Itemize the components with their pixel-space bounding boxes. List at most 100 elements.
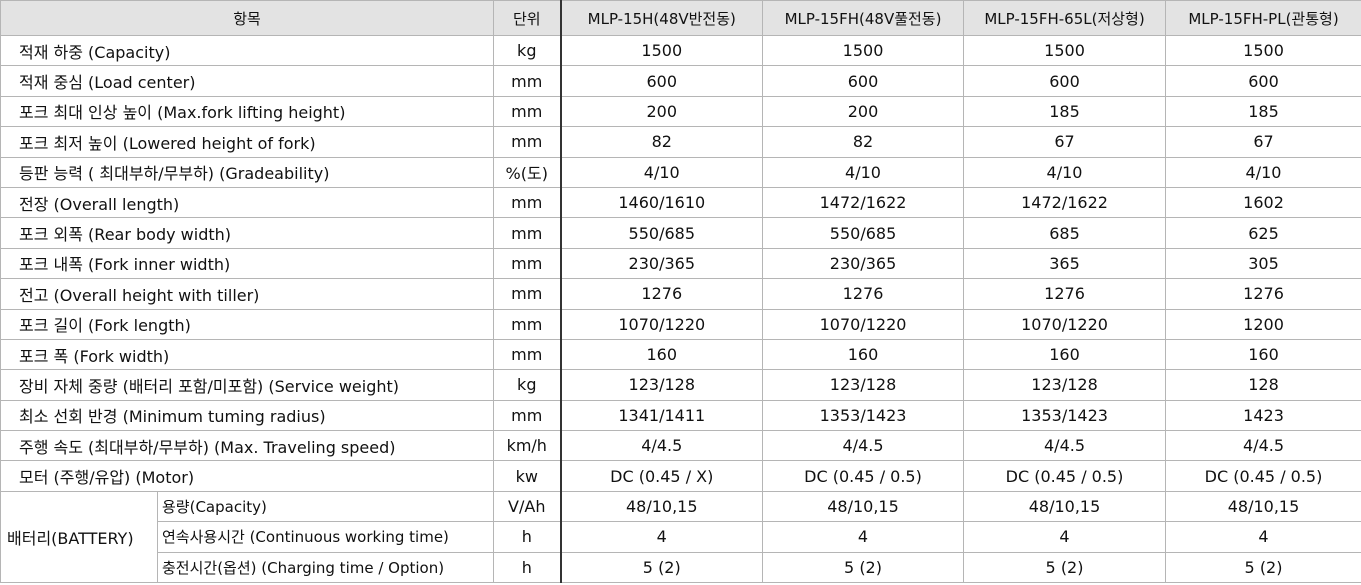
- item-cell: 포크 최대 인상 높이 (Max.fork lifting height): [0, 95, 495, 128]
- unit-cell: kw: [493, 460, 562, 492]
- value-cell: DC (0.45 / 0.5): [1165, 460, 1361, 492]
- spec-row: 포크 길이 (Fork length) mm 1070/1220 1070/1220 1…: [0, 308, 1361, 340]
- battery-row: 연속사용시간 (Continuous working time) h 4 4 4 4: [1, 521, 1361, 553]
- item-cell: 포크 폭 (Fork width): [0, 338, 495, 371]
- spec-row: 적재 하중 (Capacity) kg 1500 1500 1500 1500: [0, 34, 1361, 67]
- value-cell: 82: [762, 126, 965, 158]
- value-cell: 200: [762, 95, 965, 128]
- value-cell: 48/10,15: [963, 490, 1167, 523]
- header-cell: MLP-15FH(48V풀전동): [762, 0, 965, 36]
- value-cell: 5 (2): [963, 551, 1167, 584]
- value-cell: 1500: [762, 34, 965, 67]
- unit-cell: %(도): [493, 156, 562, 188]
- value-cell: 1276: [762, 278, 965, 310]
- value-cell: 1070/1220: [762, 308, 965, 340]
- value-cell: 600: [963, 65, 1167, 97]
- item-cell: 전장 (Overall length): [0, 186, 495, 219]
- value-cell: 82: [560, 126, 764, 158]
- value-cell: DC (0.45 / 0.5): [963, 460, 1167, 492]
- group-cell: 배터리(BATTERY): [0, 490, 158, 584]
- value-cell: 185: [1165, 95, 1361, 128]
- header-row: 항목 단위 MLP-15H(48V반전동) MLP-15FH(48V풀전동) MLP-1…: [0, 0, 1361, 36]
- item-cell: 포크 외폭 (Rear body width): [0, 217, 495, 249]
- value-cell: 600: [1165, 65, 1361, 97]
- value-cell: 1472/1622: [963, 186, 1167, 219]
- value-cell: 128: [1165, 369, 1361, 401]
- value-cell: 4/4.5: [560, 430, 764, 462]
- unit-cell: h: [493, 521, 562, 553]
- value-cell: 230/365: [762, 247, 965, 280]
- item-cell: 최소 선회 반경 (Minimum tuming radius): [0, 399, 495, 432]
- header-cell: 단위: [493, 0, 562, 36]
- unit-cell: kg: [493, 34, 562, 67]
- value-cell: 550/685: [762, 217, 965, 249]
- value-cell: 48/10,15: [560, 490, 764, 523]
- unit-cell: mm: [493, 65, 562, 97]
- value-cell: 1353/1423: [762, 399, 965, 432]
- value-cell: 123/128: [560, 369, 764, 401]
- value-cell: 5 (2): [560, 551, 764, 584]
- value-cell: 1500: [560, 34, 764, 67]
- header-cell: MLP-15FH-65L(저상형): [963, 0, 1167, 36]
- spec-row: 모터 (주행/유압) (Motor) kw DC (0.45 / X) DC (0.4…: [0, 460, 1361, 492]
- value-cell: 1460/1610: [560, 186, 764, 219]
- item-cell: 포크 길이 (Fork length): [0, 308, 495, 340]
- value-cell: 48/10,15: [1165, 490, 1361, 523]
- value-cell: 4: [963, 521, 1167, 553]
- value-cell: 160: [963, 338, 1167, 371]
- value-cell: 230/365: [560, 247, 764, 280]
- unit-cell: mm: [493, 308, 562, 340]
- value-cell: 160: [560, 338, 764, 371]
- value-cell: 1276: [560, 278, 764, 310]
- value-cell: 550/685: [560, 217, 764, 249]
- table-body: 적재 하중 (Capacity) kg 1500 1500 1500 1500 적재 중심 …: [0, 34, 1361, 584]
- spec-row: 적재 중심 (Load center) mm 600 600 600 600: [0, 65, 1361, 97]
- unit-cell: V/Ah: [493, 490, 562, 523]
- value-cell: 4/4.5: [963, 430, 1167, 462]
- value-cell: 305: [1165, 247, 1361, 280]
- header-cell: MLP-15H(48V반전동): [560, 0, 764, 36]
- value-cell: 4: [560, 521, 764, 553]
- unit-cell: kg: [493, 369, 562, 401]
- item-cell: 적재 하중 (Capacity): [0, 34, 495, 67]
- value-cell: 67: [963, 126, 1167, 158]
- sub-item-cell: 용량(Capacity): [156, 490, 495, 523]
- header-cell: 항목: [0, 0, 495, 36]
- value-cell: 1423: [1165, 399, 1361, 432]
- spec-row: 포크 최저 높이 (Lowered height of fork) mm 82 82 6…: [0, 126, 1361, 158]
- value-cell: 1353/1423: [963, 399, 1167, 432]
- spec-row: 장비 자체 중량 (배터리 포함/미포함) (Service weight) kg…: [0, 369, 1361, 401]
- unit-cell: mm: [493, 338, 562, 371]
- value-cell: 685: [963, 217, 1167, 249]
- value-cell: 4/4.5: [1165, 430, 1361, 462]
- item-cell: 모터 (주행/유압) (Motor): [0, 460, 495, 492]
- value-cell: 123/128: [762, 369, 965, 401]
- unit-cell: mm: [493, 126, 562, 158]
- spec-row: 포크 외폭 (Rear body width) mm 550/685 550/685 6…: [0, 217, 1361, 249]
- spec-row: 전고 (Overall height with tiller) mm 1276 127…: [0, 278, 1361, 310]
- unit-cell: mm: [493, 217, 562, 249]
- value-cell: 4/10: [963, 156, 1167, 188]
- battery-row: 충전시간(옵션) (Charging time / Option) h 5 (2) 5…: [1, 551, 1361, 584]
- spec-row: 포크 폭 (Fork width) mm 160 160 160 160: [0, 338, 1361, 371]
- item-cell: 적재 중심 (Load center): [0, 65, 495, 97]
- value-cell: 5 (2): [1165, 551, 1361, 584]
- header-cell: MLP-15FH-PL(관통형): [1165, 0, 1361, 36]
- item-cell: 주행 속도 (최대부하/무부하) (Max. Traveling speed): [0, 430, 495, 462]
- value-cell: 1070/1220: [963, 308, 1167, 340]
- battery-row: 배터리(BATTERY) 용량(Capacity) V/Ah 48/10,15 48/1…: [0, 490, 1361, 584]
- spec-row: 포크 최대 인상 높이 (Max.fork lifting height) mm 2…: [0, 95, 1361, 128]
- value-cell: 600: [560, 65, 764, 97]
- value-cell: 625: [1165, 217, 1361, 249]
- value-cell: 48/10,15: [762, 490, 965, 523]
- value-cell: 365: [963, 247, 1167, 280]
- item-cell: 포크 최저 높이 (Lowered height of fork): [0, 126, 495, 158]
- unit-cell: km/h: [493, 430, 562, 462]
- value-cell: 4: [762, 521, 965, 553]
- spec-row: 최소 선회 반경 (Minimum tuming radius) mm 1341/1…: [0, 399, 1361, 432]
- value-cell: 4/4.5: [762, 430, 965, 462]
- unit-cell: mm: [493, 95, 562, 128]
- sub-item-cell: 충전시간(옵션) (Charging time / Option): [156, 551, 495, 584]
